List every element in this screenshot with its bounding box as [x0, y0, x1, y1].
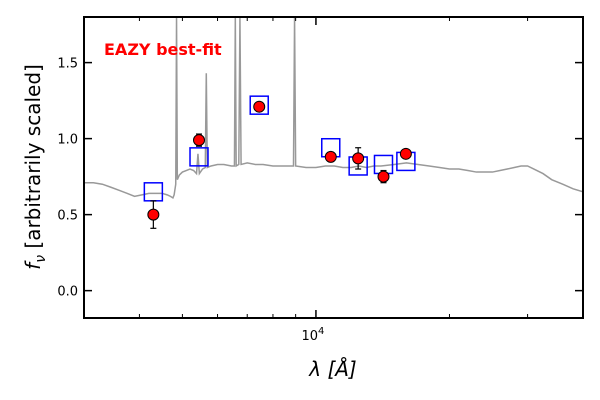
y-axis-title: fν [arbitrarily scaled]	[21, 64, 49, 270]
y-axis-symbol: f	[21, 260, 45, 270]
observed-flux-point	[253, 100, 266, 113]
y-axis-label-rest: [arbitrarily scaled]	[21, 64, 45, 255]
y-tick-label: 0.0	[57, 285, 78, 300]
chart-annotation: EAZY best-fit	[104, 40, 222, 59]
observed-flux-point	[147, 208, 160, 221]
observed-flux-point	[352, 152, 365, 165]
x-tick-label-exponent: 4	[318, 326, 324, 337]
plot-frame	[83, 16, 584, 319]
x-tick-label: 104	[301, 326, 324, 344]
y-axis-subscript: ν	[33, 255, 49, 263]
observed-photometry-layer	[147, 100, 412, 229]
y-tick-label: 1.5	[57, 57, 78, 72]
x-tick-label-base: 10	[301, 329, 318, 344]
template-layer	[84, 17, 583, 200]
model-photometry-square	[189, 147, 209, 167]
template-spectrum-line	[84, 17, 583, 200]
observed-flux-point	[324, 150, 337, 163]
observed-flux-point	[399, 147, 412, 160]
x-axis-title: λ [Å]	[308, 357, 356, 381]
y-tick-label: 0.5	[57, 209, 78, 224]
model-photometry-square	[249, 95, 269, 115]
observed-flux-point	[377, 170, 390, 183]
observed-flux-point	[193, 134, 206, 147]
y-tick-label: 1.0	[57, 133, 78, 148]
